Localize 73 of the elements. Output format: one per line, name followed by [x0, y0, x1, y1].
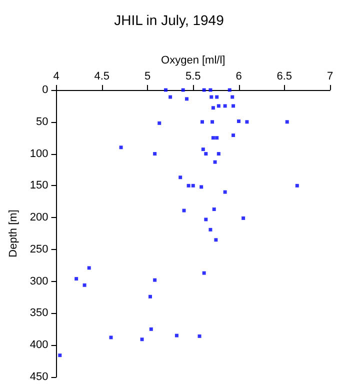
- point: [58, 354, 62, 358]
- x-tick-label: 4.5: [94, 70, 110, 82]
- point: [204, 218, 208, 222]
- point: [215, 136, 219, 140]
- point: [182, 208, 186, 212]
- y-tick-label: 450: [30, 371, 48, 383]
- point: [178, 176, 182, 180]
- x-tick-label: 5: [144, 70, 151, 82]
- point: [214, 238, 218, 242]
- point: [285, 120, 289, 124]
- x-tick-label: 5.5: [185, 70, 201, 82]
- point: [140, 338, 144, 342]
- point: [295, 184, 299, 188]
- point: [174, 334, 178, 338]
- point: [210, 120, 214, 124]
- y-tick-label: 400: [30, 339, 48, 352]
- point: [223, 190, 227, 194]
- point: [245, 120, 249, 124]
- point: [211, 136, 215, 140]
- x-axis-title: Oxygen [ml/l]: [161, 54, 226, 67]
- point: [158, 121, 162, 125]
- y-tick-label: 350: [30, 307, 48, 320]
- x-tick-label: 6: [236, 70, 242, 82]
- point: [200, 185, 204, 189]
- point: [208, 228, 212, 232]
- point: [149, 327, 153, 331]
- point: [119, 146, 123, 150]
- point: [191, 184, 195, 188]
- point: [74, 277, 78, 281]
- point: [216, 152, 220, 156]
- point: [181, 88, 185, 92]
- point: [232, 104, 236, 108]
- point: [213, 160, 217, 164]
- point: [242, 216, 246, 220]
- point: [202, 271, 206, 275]
- point: [82, 283, 86, 287]
- chart-title: JHIL in July, 1949: [114, 12, 224, 28]
- y-tick-label: 50: [36, 116, 48, 128]
- point: [198, 334, 202, 338]
- y-tick-label: 200: [30, 212, 48, 224]
- point: [212, 208, 216, 212]
- point: [186, 184, 190, 188]
- point: [202, 88, 206, 92]
- point: [237, 120, 240, 123]
- point: [201, 148, 205, 152]
- point: [223, 104, 227, 108]
- point: [232, 134, 236, 138]
- point: [148, 294, 152, 298]
- point: [168, 95, 172, 99]
- point: [200, 120, 204, 124]
- point: [228, 88, 232, 92]
- point: [210, 95, 214, 99]
- x-tick-label: 6.5: [276, 70, 292, 82]
- point: [184, 97, 188, 101]
- y-tick-label: 150: [30, 180, 48, 192]
- x-tick-label: 4: [53, 70, 60, 82]
- point: [204, 152, 208, 156]
- point: [216, 104, 220, 108]
- point: [109, 336, 113, 340]
- point: [153, 278, 157, 282]
- x-tick-label: 7: [326, 70, 334, 82]
- point: [87, 266, 91, 270]
- point: [211, 106, 215, 110]
- point: [164, 88, 168, 92]
- point: [230, 95, 234, 99]
- y-tick-label: 300: [30, 275, 48, 288]
- point: [208, 88, 212, 92]
- y-tick-label: 100: [30, 148, 48, 160]
- y-tick-label: 0: [42, 84, 48, 96]
- point: [153, 152, 157, 156]
- y-tick-label: 250: [30, 243, 48, 256]
- point: [215, 95, 219, 99]
- y-axis-title: Depth [m]: [8, 210, 20, 258]
